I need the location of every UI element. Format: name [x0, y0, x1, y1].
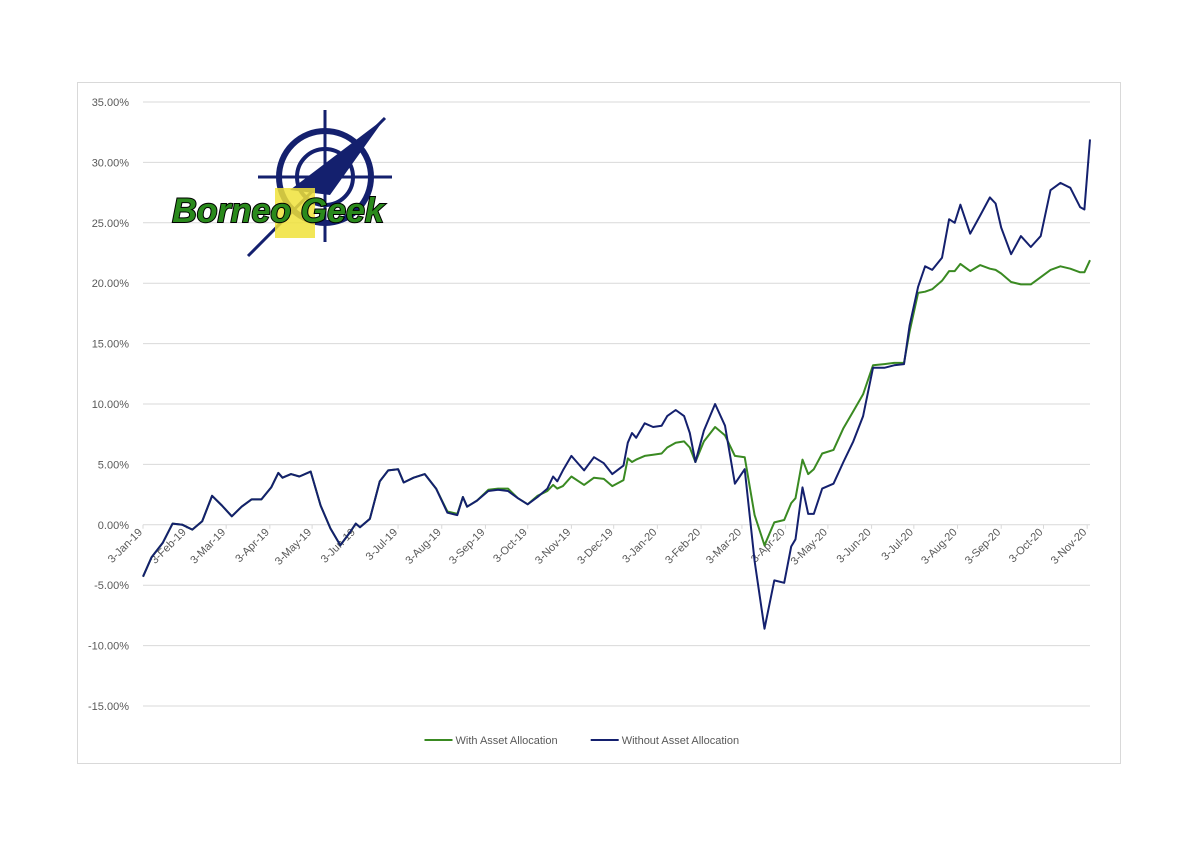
logo: Borneo Geek: [171, 110, 392, 258]
logo-arrow: [290, 118, 385, 195]
legend: With Asset Allocation Without Asset Alloc…: [424, 735, 739, 747]
y-tick-label: 30.00%: [92, 157, 130, 169]
y-tick-label: 20.00%: [92, 278, 130, 290]
y-tick-label: 0.00%: [98, 520, 129, 532]
y-tick-label: -10.00%: [88, 641, 129, 653]
y-tick-label: 5.00%: [98, 459, 129, 471]
logo-text: Borneo Geek: [172, 192, 386, 230]
y-tick-label: 10.00%: [92, 399, 130, 411]
y-tick-label: 15.00%: [92, 339, 130, 351]
legend-label: With Asset Allocation: [456, 735, 558, 747]
series-line: [142, 139, 1091, 630]
y-tick-label: 35.00%: [92, 97, 130, 109]
y-tick-label: 25.00%: [92, 218, 130, 230]
chart-frame: [77, 82, 1121, 764]
logo-pi: [275, 188, 315, 238]
legend-label: Without Asset Allocation: [622, 735, 739, 747]
y-tick-label: -15.00%: [88, 701, 129, 713]
y-tick-label: -5.00%: [94, 580, 129, 592]
plot: [142, 139, 1091, 630]
